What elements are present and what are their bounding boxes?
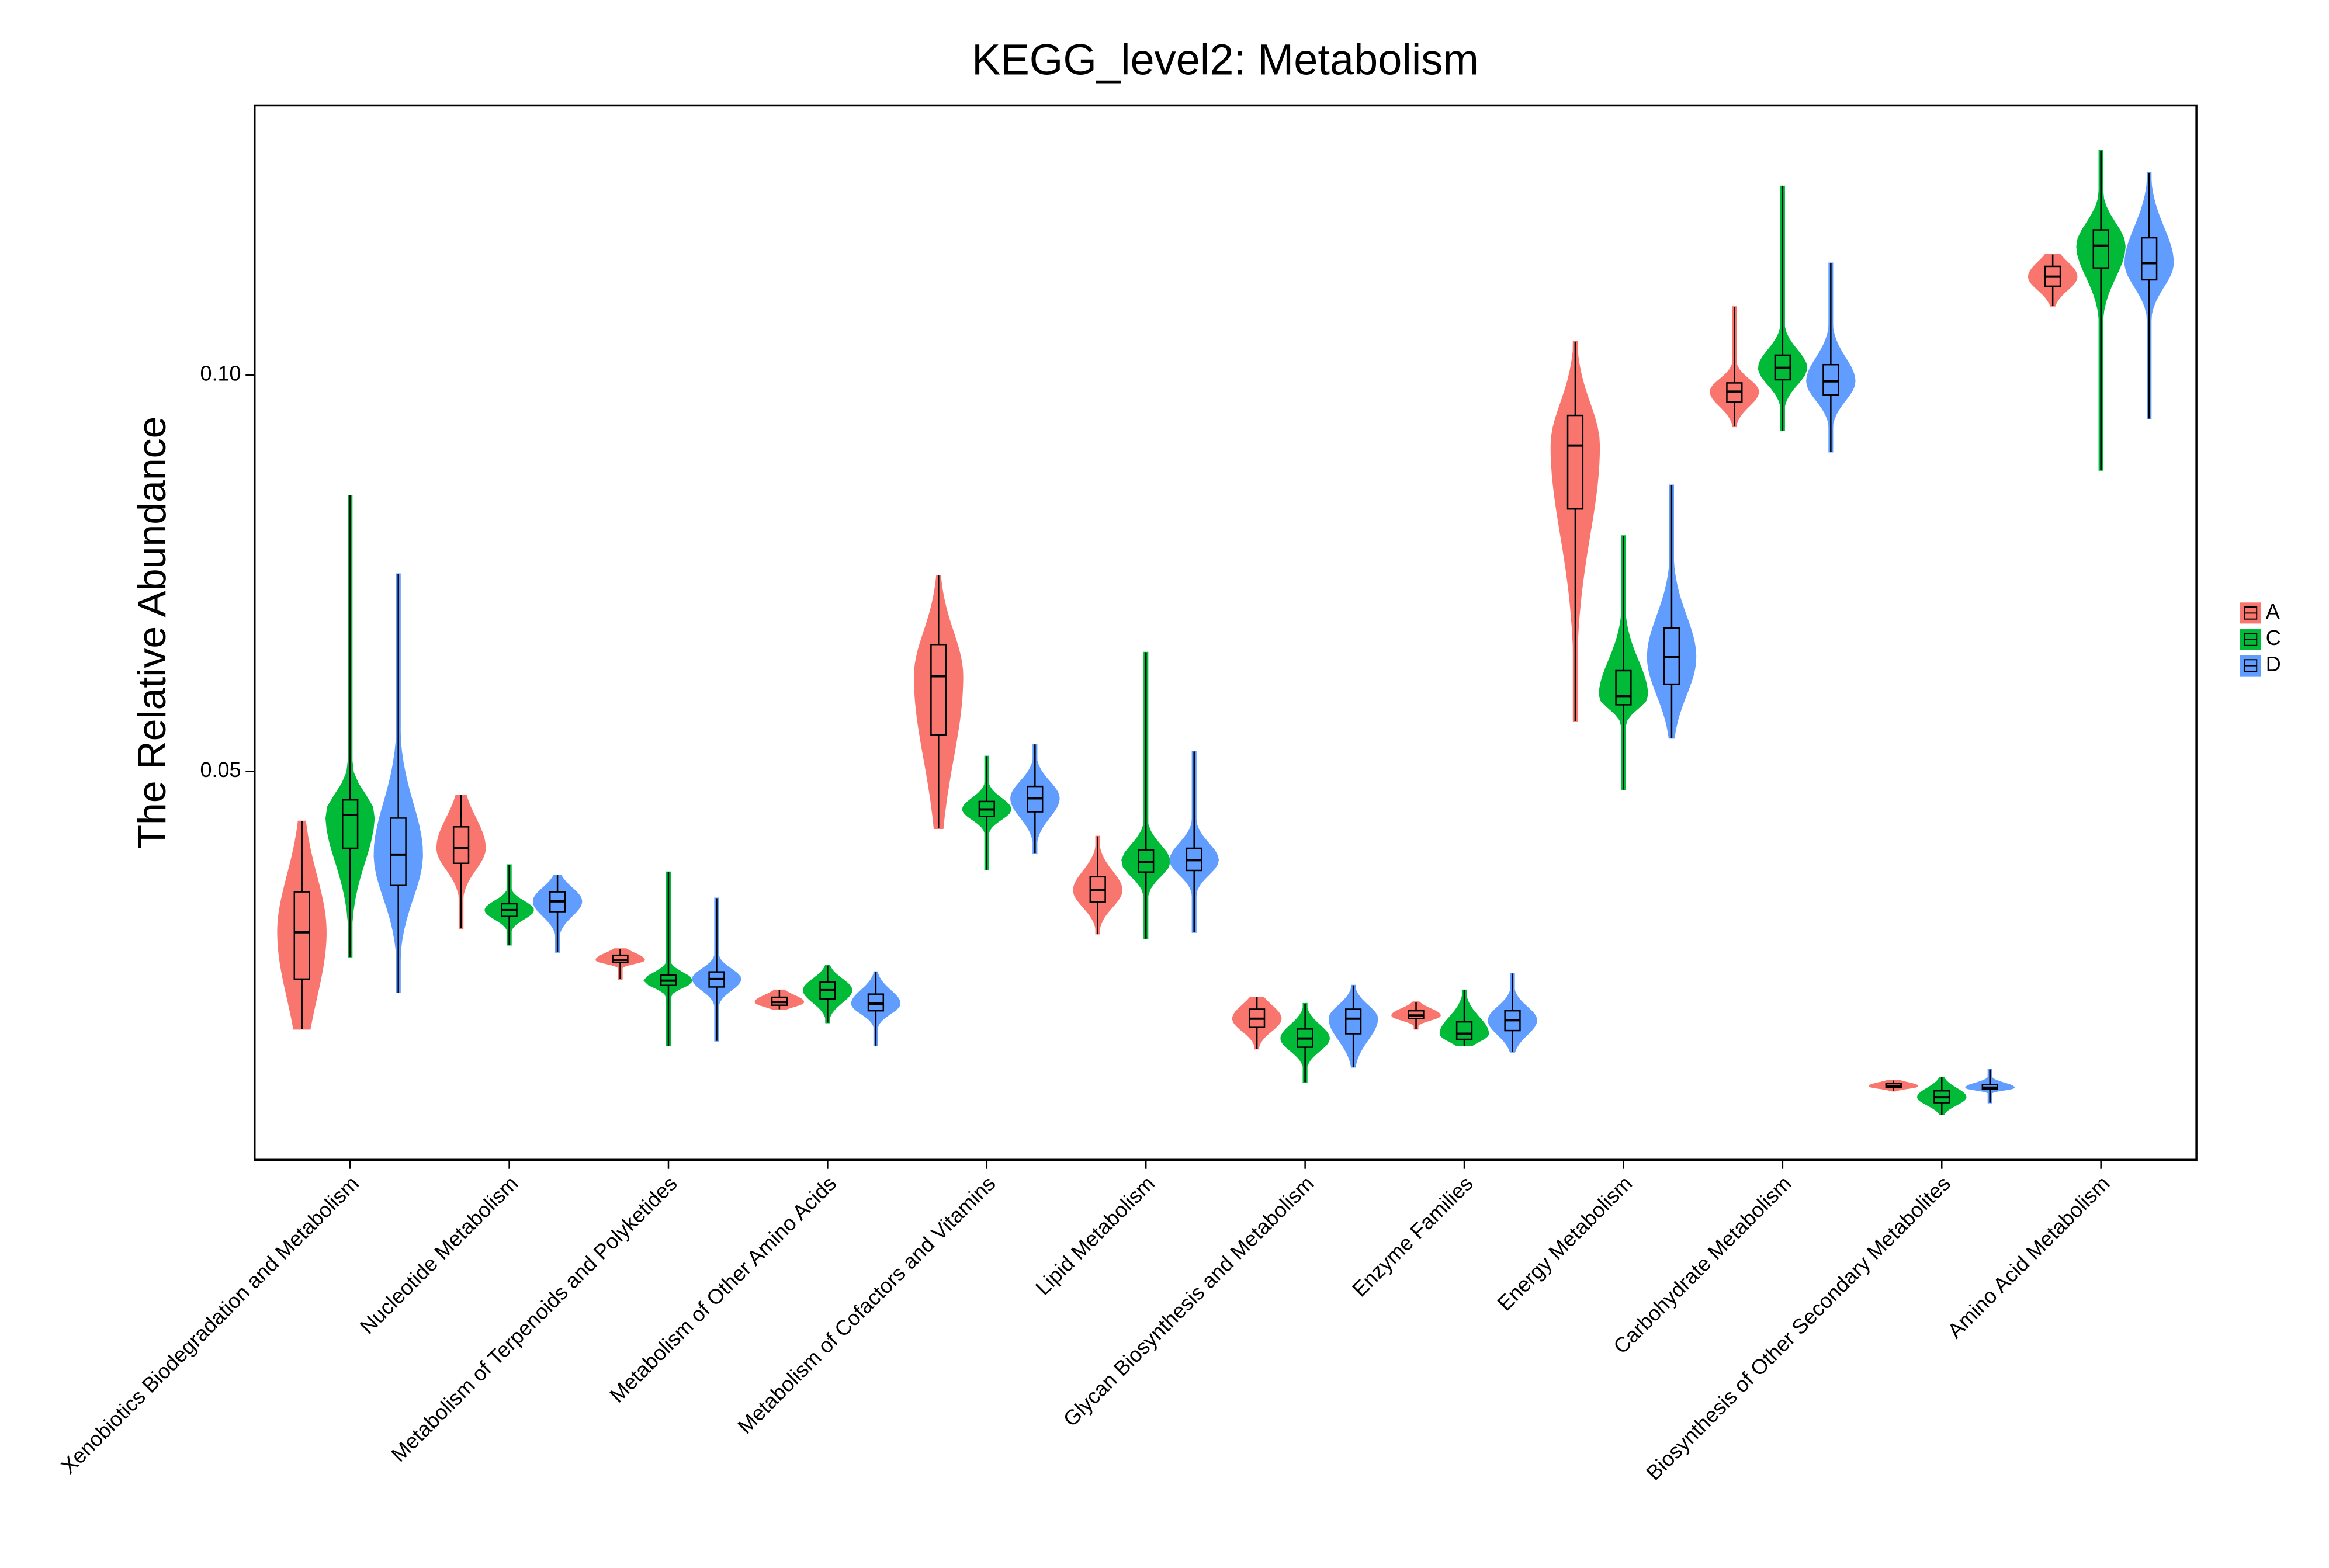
violin: [436, 795, 486, 929]
violin: [1232, 997, 1282, 1050]
y-tick-label: 0.10: [200, 361, 241, 385]
violin: [277, 820, 327, 1030]
violin: [914, 575, 964, 829]
box: [452, 826, 470, 865]
x-tick-label: Metabolism of Terpenoids and Polyketides: [386, 1171, 681, 1466]
x-tick-label: Glycan Biosynthesis and Metabolism: [1058, 1171, 1318, 1431]
x-tick-label: Carbohydrate Metabolism: [1609, 1171, 1796, 1358]
legend-label: A: [2266, 599, 2280, 623]
violin: [962, 755, 1011, 870]
box: [612, 954, 629, 963]
x-tick-label: Nucleotide Metabolism: [355, 1171, 522, 1338]
legend-label: C: [2266, 626, 2281, 650]
legend-label: D: [2266, 652, 2281, 676]
x-tick-label: Biosynthesis of Other Secondary Metaboli…: [1641, 1171, 1955, 1485]
box: [2092, 229, 2109, 269]
violin: [1280, 1002, 1330, 1083]
box: [390, 817, 407, 886]
violin: [754, 989, 805, 1010]
violin: [851, 971, 901, 1046]
x-tick-label: Xenobiotics Biodegradation and Metabolis…: [56, 1171, 363, 1479]
box: [1615, 669, 1632, 706]
violin: [484, 864, 534, 946]
box: [867, 993, 885, 1012]
box: [293, 891, 310, 980]
box: [1566, 414, 1584, 510]
violin: [1916, 1077, 1967, 1115]
violin: [803, 965, 852, 1024]
box: [1663, 627, 1680, 685]
x-tick-label: Amino Acid Metabolism: [1943, 1171, 2115, 1343]
box: [2141, 237, 2158, 281]
x-tick-label: Energy Metabolism: [1492, 1171, 1637, 1316]
x-tick-label: Lipid Metabolism: [1031, 1171, 1159, 1300]
box: [342, 799, 359, 849]
box: [1455, 1021, 1473, 1040]
box: [1344, 1008, 1362, 1035]
y-axis-label: The Relative Abundance: [130, 417, 174, 849]
violin: [1328, 984, 1378, 1068]
plot-frame: [253, 104, 2198, 1161]
violin: [2028, 254, 2078, 307]
x-tick-label: Metabolism of Cofactors and Vitamins: [733, 1171, 1000, 1438]
violin: [1073, 835, 1123, 935]
y-tick-label: 0.05: [200, 758, 241, 782]
violin: [1488, 973, 1537, 1053]
violin: [1965, 1069, 2015, 1104]
chart-title: KEGG_level2: Metabolism: [972, 36, 1479, 84]
box: [1822, 363, 1839, 396]
x-tick-label: Enzyme Families: [1347, 1171, 1478, 1302]
box: [930, 643, 947, 736]
